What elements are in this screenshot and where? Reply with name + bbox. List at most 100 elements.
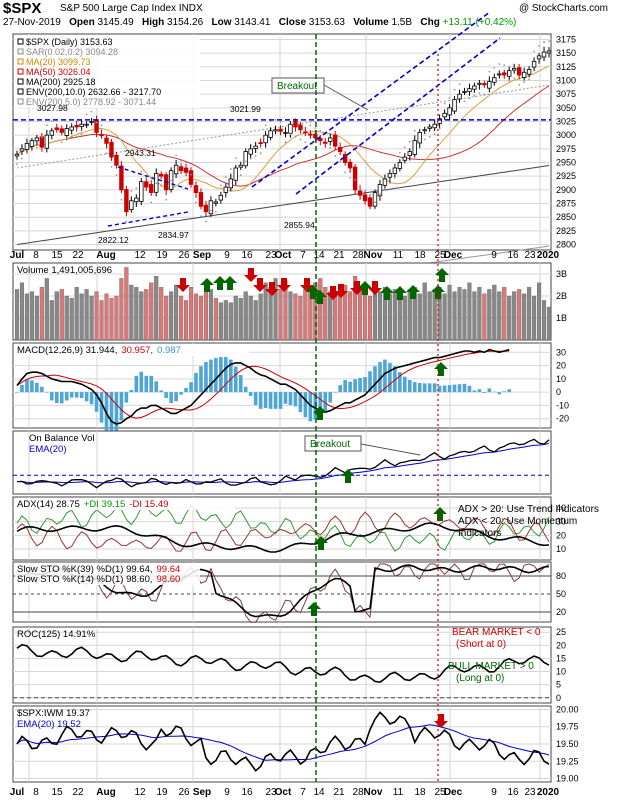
macd-histogram-bar bbox=[407, 380, 412, 393]
sar-dot bbox=[210, 209, 212, 212]
macd-histogram-bar bbox=[293, 392, 298, 407]
candle-body bbox=[432, 123, 437, 129]
volume-bar bbox=[333, 295, 338, 341]
macd-histogram-bar bbox=[403, 376, 407, 393]
breakout-callout bbox=[304, 435, 362, 452]
macd-histogram-bar bbox=[398, 372, 402, 393]
candle-body bbox=[546, 50, 552, 54]
sell-arrow-icon bbox=[277, 278, 291, 292]
volume-bar bbox=[238, 298, 243, 341]
macd-histogram-bar bbox=[214, 357, 218, 393]
legend-entry: 0.987 bbox=[157, 345, 181, 356]
y-tick-label: 19.00 bbox=[556, 774, 579, 784]
candle-body bbox=[223, 186, 229, 193]
x-axis-label: Oct bbox=[275, 787, 292, 798]
candle-body bbox=[452, 99, 457, 112]
y-tick-label: 2800 bbox=[556, 240, 576, 250]
y-tick-label: 2825 bbox=[556, 226, 576, 236]
candle-body bbox=[536, 55, 542, 60]
macd-histogram-bar bbox=[318, 392, 323, 418]
candle-body bbox=[362, 194, 368, 202]
sar-dot bbox=[125, 220, 128, 223]
adx-note: ADX < 20: Use Momentum bbox=[458, 516, 577, 527]
candle-body bbox=[541, 51, 547, 58]
sar-dot bbox=[190, 173, 192, 176]
legend-background bbox=[15, 35, 200, 108]
candle-body bbox=[69, 126, 74, 131]
panel-frame bbox=[12, 626, 552, 704]
candle-body bbox=[243, 151, 248, 167]
sar-dot bbox=[403, 146, 406, 149]
sar-dot bbox=[543, 41, 545, 44]
ratio-panel: 20.00 19.75 19.50 19.25 19.00 $SPX:IWM 19.37E… bbox=[12, 704, 579, 784]
sar-dot bbox=[224, 176, 227, 179]
macd-histogram-bar bbox=[393, 366, 397, 393]
plus-di-line bbox=[16, 505, 550, 552]
candle-body bbox=[44, 134, 50, 149]
macd-line bbox=[16, 348, 510, 425]
volume-bar bbox=[213, 298, 218, 341]
macd-signal-line bbox=[16, 350, 510, 419]
volume-bar bbox=[367, 295, 373, 341]
candle-body bbox=[397, 162, 403, 169]
sar-dot bbox=[31, 149, 33, 152]
x-axis-label: 25 bbox=[434, 787, 446, 798]
legend-swatch bbox=[17, 38, 24, 45]
y-tick-label: 20.00 bbox=[556, 704, 579, 714]
x-axis-label: Aug bbox=[96, 787, 115, 798]
macd-histogram-bar bbox=[432, 383, 437, 393]
roc-note: (Long at 0) bbox=[456, 673, 504, 684]
y-tick-label: 2B bbox=[556, 291, 567, 301]
y-tick-label: 20 bbox=[556, 640, 566, 650]
legend-background bbox=[15, 498, 235, 510]
macd-histogram-bar bbox=[422, 383, 427, 393]
x-axis-label: 9 bbox=[491, 787, 497, 798]
chg-value: +13.11 (+0.42%) bbox=[442, 17, 517, 28]
candle-body bbox=[422, 129, 427, 132]
buy-arrow-icon bbox=[435, 268, 449, 282]
sar-dot bbox=[503, 64, 506, 67]
macd-histogram-bar bbox=[149, 375, 154, 393]
candle-body bbox=[382, 178, 388, 186]
macd-histogram-bar bbox=[477, 389, 482, 393]
macd-histogram-bar bbox=[482, 392, 487, 393]
sar-dot bbox=[160, 185, 163, 187]
volume-bar bbox=[223, 300, 228, 341]
macd-histogram-bar bbox=[497, 392, 502, 395]
volume-bar bbox=[263, 282, 268, 341]
sar-dot bbox=[438, 127, 441, 130]
sar-dot bbox=[388, 182, 391, 185]
chart-header: $SPX S&P 500 Large Cap Index INDX @ Stoc… bbox=[0, 0, 620, 34]
candle-body bbox=[402, 156, 408, 161]
volume-bar bbox=[298, 295, 303, 341]
sar-dot bbox=[140, 170, 143, 173]
candle-body bbox=[502, 72, 507, 76]
macd-histogram-bar bbox=[467, 385, 472, 393]
volume-bar bbox=[532, 295, 537, 341]
legend-entry: -DI 15.49 bbox=[129, 499, 168, 510]
x-axis-label: 28 bbox=[352, 787, 364, 798]
macd-histogram-bar bbox=[139, 371, 144, 393]
sar-dot bbox=[443, 102, 446, 105]
legend-entry: MA(200) 2925.18 bbox=[26, 77, 96, 87]
sar-dot bbox=[180, 159, 182, 162]
volume-bar bbox=[149, 282, 154, 341]
volume-bar bbox=[328, 291, 333, 341]
y-tick-label: 50 bbox=[556, 589, 566, 599]
candle-body bbox=[158, 173, 164, 177]
sar-dot bbox=[100, 124, 103, 127]
volume-bar bbox=[94, 291, 99, 341]
macd-histogram-bar bbox=[288, 392, 293, 406]
sar-dot bbox=[513, 77, 516, 80]
sar-dot bbox=[393, 176, 396, 179]
volume-bar bbox=[318, 278, 323, 341]
candle-body bbox=[437, 118, 442, 124]
candle-body bbox=[228, 178, 233, 189]
volume-bar bbox=[427, 291, 432, 341]
sar-dot bbox=[95, 121, 98, 124]
macd-histogram-bar bbox=[169, 392, 173, 403]
candle-body bbox=[149, 184, 154, 193]
x-axis-label: 26 bbox=[178, 250, 190, 261]
